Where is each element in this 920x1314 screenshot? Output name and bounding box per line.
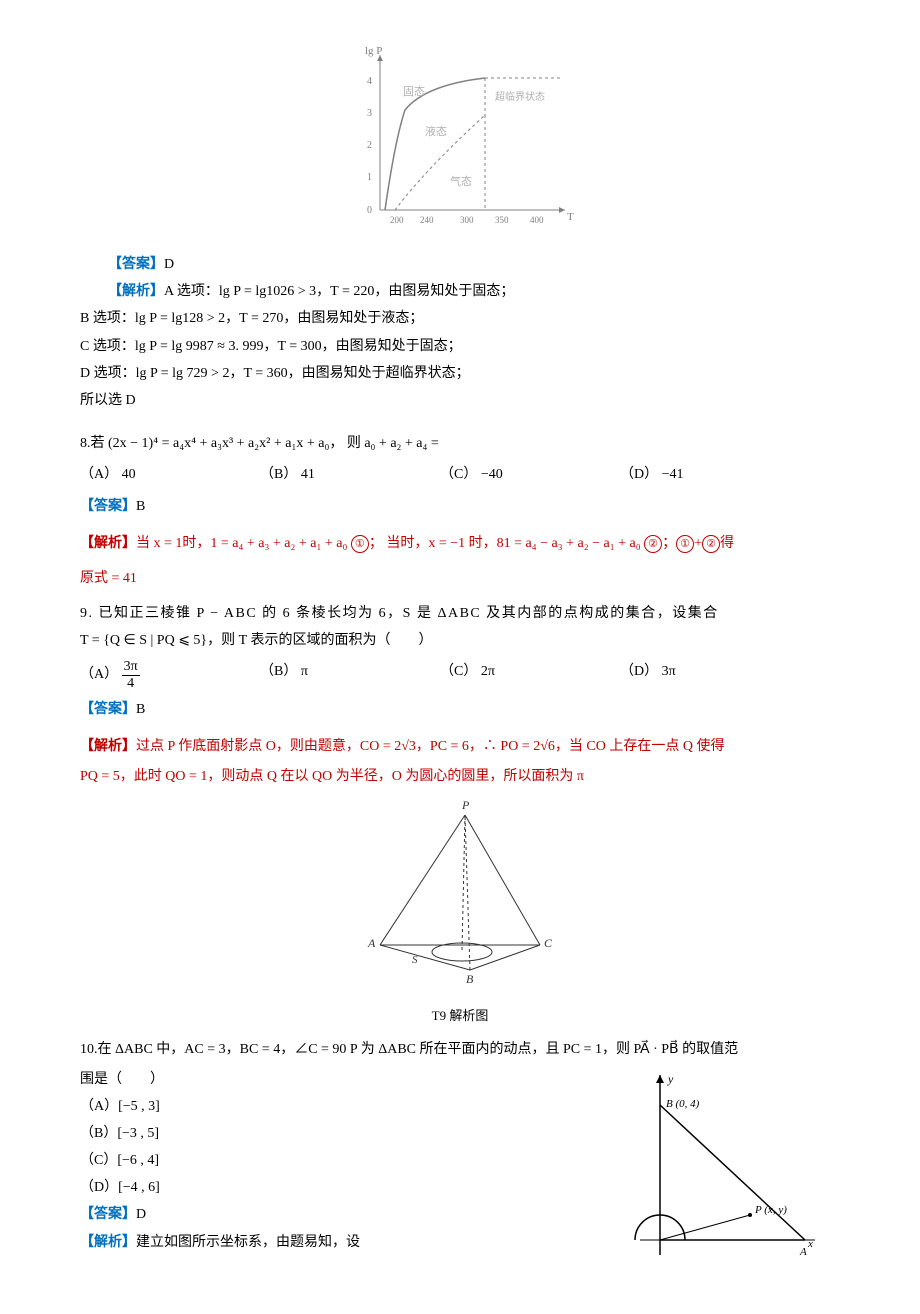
circle-2: ② bbox=[644, 535, 662, 553]
q9-opt-a: （A） 3π 4 bbox=[80, 659, 260, 691]
triangle-coord-svg: y B (0, 4) x P (x, y) A bbox=[620, 1065, 820, 1265]
answer-label: 【答案】 bbox=[80, 702, 136, 717]
analysis-7-b: B 选项：lg P = lg128 > 2，T = 270，由图易知处于液态； bbox=[80, 306, 840, 331]
analysis-7-conclude: 所以选 D bbox=[80, 388, 840, 413]
answer-10: 【答案】D bbox=[80, 1202, 620, 1227]
region-liquid: 液态 bbox=[425, 124, 447, 138]
answer-8-value: B bbox=[136, 499, 145, 514]
x-axis-label: T bbox=[567, 211, 574, 223]
analysis-8-line2: 原式 = 41 bbox=[80, 566, 840, 591]
q10-opt-c: （C）[−6 , 4] bbox=[80, 1148, 620, 1173]
q9-figure-caption: T9 解析图 bbox=[80, 1004, 840, 1027]
q9-a-label: （A） bbox=[80, 668, 118, 683]
q8-stem: 8.若 (2x − 1)⁴ = a₄x⁴ + a₃x³ + a₂x² + a₁x… bbox=[80, 431, 840, 456]
ana9-p1: 过点 P 作底面射影点 O，则由题意，CO = 2√3，PC = 6，∴ PO … bbox=[136, 739, 724, 754]
ana8-p1: 当 x = 1时，1 = a₄ + a₃ + a₂ + a₁ + a₀ bbox=[136, 536, 351, 551]
q9-stem1: 9. 已知正三棱锥 P − ABC 的 6 条棱长均为 6，S 是 ΔABC 及… bbox=[80, 601, 840, 626]
q9-stem2: T = {Q ∈ S | PQ ⩽ 5}，则 T 表示的区域的面积为（ ） bbox=[80, 628, 840, 653]
q10-right-figure: y B (0, 4) x P (x, y) A bbox=[620, 1065, 840, 1274]
y-axis-label: lg P bbox=[365, 45, 382, 57]
region-solid: 固态 bbox=[403, 85, 425, 98]
analysis-9-line2: PQ = 5，此时 QO = 1，则动点 Q 在以 QO 为半径，O 为圆心的圆… bbox=[80, 764, 840, 789]
svg-text:200: 200 bbox=[390, 215, 404, 225]
q8-opt-c: （C） −40 bbox=[440, 462, 620, 487]
ana8-p5: 得 bbox=[720, 536, 734, 551]
q10-layout: 围是（ ） （A）[−5 , 3] （B）[−3 , 5] （C）[−6 , 4… bbox=[80, 1065, 840, 1274]
svg-text:A: A bbox=[367, 936, 376, 950]
ana10-p1: 建立如图所示坐标系，由题易知，设 bbox=[136, 1235, 360, 1250]
svg-text:300: 300 bbox=[460, 215, 474, 225]
svg-text:1: 1 bbox=[367, 172, 372, 183]
q8-opt-a: （A） 40 bbox=[80, 462, 260, 487]
svg-text:P (x, y): P (x, y) bbox=[754, 1204, 787, 1216]
analysis-9-line1: 【解析】过点 P 作底面射影点 O，则由题意，CO = 2√3，PC = 6，∴… bbox=[80, 734, 840, 759]
analysis-label: 【解析】 bbox=[80, 536, 136, 551]
region-gas: 气态 bbox=[450, 174, 472, 188]
analysis-7-c: C 选项：lg P = lg 9987 ≈ 3. 999，T = 300，由图易… bbox=[80, 334, 840, 359]
analysis-label: 【解析】 bbox=[108, 284, 164, 299]
analysis-10: 【解析】建立如图所示坐标系，由题易知，设 bbox=[80, 1230, 620, 1255]
answer-7: 【答案】D bbox=[80, 252, 840, 277]
q9-opt-c: （C） 2π bbox=[440, 659, 620, 691]
answer-label: 【答案】 bbox=[108, 257, 164, 272]
answer-10-value: D bbox=[136, 1207, 146, 1222]
answer-label: 【答案】 bbox=[80, 499, 136, 514]
analysis-7-d: D 选项：lg P = lg 729 > 2，T = 360，由图易知处于超临界… bbox=[80, 361, 840, 386]
svg-text:C: C bbox=[544, 936, 553, 950]
svg-text:2: 2 bbox=[367, 140, 372, 151]
region-super: 超临界状态 bbox=[495, 90, 545, 103]
q9-opt-d: （D） 3π bbox=[620, 659, 800, 691]
q10-opt-a: （A）[−5 , 3] bbox=[80, 1094, 620, 1119]
analysis-label: 【解析】 bbox=[80, 1235, 136, 1250]
answer-9: 【答案】B bbox=[80, 697, 840, 722]
ana8-p2: ； 当时，x = −1 时，81 = a₄ − a₃ + a₂ − a₁ + a… bbox=[369, 536, 644, 551]
svg-text:x: x bbox=[807, 1238, 813, 1250]
circle-1b: ① bbox=[676, 535, 694, 553]
answer-label: 【答案】 bbox=[80, 1207, 136, 1222]
answer-9-value: B bbox=[136, 702, 145, 717]
ana8-p3: ； bbox=[662, 536, 676, 551]
svg-text:B (0, 4): B (0, 4) bbox=[666, 1098, 700, 1110]
svg-text:400: 400 bbox=[530, 215, 544, 225]
opt-a-intro: A 选项： bbox=[164, 284, 219, 299]
q9-figure: P A B C S T9 解析图 bbox=[80, 795, 840, 1028]
svg-text:0: 0 bbox=[367, 205, 372, 216]
q9-opt-b: （B） π bbox=[260, 659, 440, 691]
circle-2b: ② bbox=[702, 535, 720, 553]
ana8-p4: + bbox=[694, 536, 702, 551]
q10-left-col: 围是（ ） （A）[−5 , 3] （B）[−3 , 5] （C）[−6 , 4… bbox=[80, 1065, 620, 1274]
q10-opt-b: （B）[−3 , 5] bbox=[80, 1121, 620, 1146]
svg-text:S: S bbox=[412, 954, 418, 966]
q10-opt-d: （D）[−4 , 6] bbox=[80, 1175, 620, 1200]
svg-text:3: 3 bbox=[367, 108, 372, 119]
q8-options: （A） 40 （B） 41 （C） −40 （D） −41 bbox=[80, 462, 840, 487]
q9-a-num: 3π bbox=[122, 659, 140, 675]
tetrahedron-svg: P A B C S bbox=[350, 795, 570, 995]
svg-text:P: P bbox=[461, 798, 470, 812]
analysis-8-line1: 【解析】当 x = 1时，1 = a₄ + a₃ + a₂ + a₁ + a₀ … bbox=[80, 531, 840, 556]
analysis-label: 【解析】 bbox=[80, 739, 136, 754]
svg-text:y: y bbox=[667, 1072, 674, 1086]
circle-1: ① bbox=[351, 535, 369, 553]
q8-opt-b: （B） 41 bbox=[260, 462, 440, 487]
q10-stem2: 围是（ ） bbox=[80, 1067, 620, 1092]
svg-text:B: B bbox=[466, 972, 474, 986]
svg-text:A: A bbox=[799, 1246, 807, 1258]
analysis-7-a: 【解析】A 选项：lg P = lg1026 > 3，T = 220，由图易知处… bbox=[80, 279, 840, 304]
analysis-a-text: lg P = lg1026 > 3，T = 220，由图易知处于固态； bbox=[219, 284, 515, 299]
phase-chart-svg: lg P T 0 1 2 3 4 200 240 300 350 400 固态 … bbox=[335, 40, 585, 240]
q9-options: （A） 3π 4 （B） π （C） 2π （D） 3π bbox=[80, 659, 840, 691]
answer-8: 【答案】B bbox=[80, 494, 840, 519]
answer-7-value: D bbox=[164, 257, 174, 272]
q9-a-den: 4 bbox=[122, 676, 140, 691]
q10-stem: 10.在 ΔABC 中，AC = 3，BC = 4，∠C = 90 P 为 ΔA… bbox=[80, 1037, 840, 1062]
svg-text:4: 4 bbox=[367, 76, 372, 87]
svg-text:350: 350 bbox=[495, 215, 509, 225]
svg-text:240: 240 bbox=[420, 215, 434, 225]
phase-diagram-chart: lg P T 0 1 2 3 4 200 240 300 350 400 固态 … bbox=[80, 40, 840, 240]
q8-opt-d: （D） −41 bbox=[620, 462, 800, 487]
